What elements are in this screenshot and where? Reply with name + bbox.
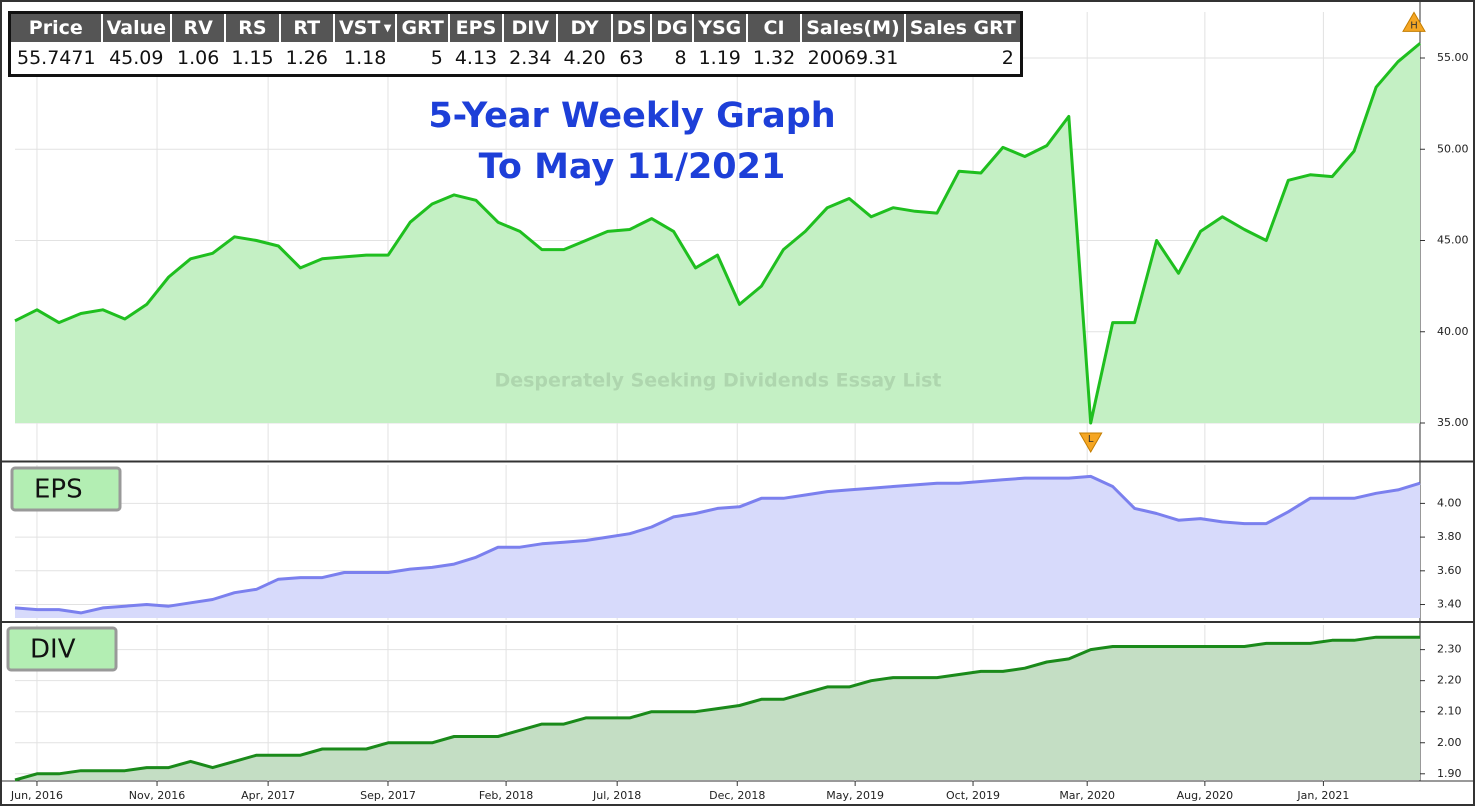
- sort-icon: ▼: [380, 23, 392, 34]
- panel-label: DIV: [30, 635, 76, 665]
- value-cell: 20069.31: [807, 47, 899, 69]
- y-tick-label: 3.80: [1437, 530, 1462, 543]
- header-text: RV: [183, 17, 213, 39]
- value-cell: 1.32: [752, 47, 796, 69]
- header-text: Price: [28, 17, 83, 39]
- x-tick-label: May, 2019: [826, 789, 884, 802]
- header-cell[interactable]: Price: [9, 12, 103, 42]
- chart-title: 5-Year Weekly Graph: [428, 96, 835, 136]
- header-text: Sales(M): [806, 17, 900, 39]
- header-cell[interactable]: DIV: [503, 12, 559, 42]
- header-text: GRT: [401, 17, 444, 39]
- header-text: Value: [106, 17, 166, 39]
- header-cell[interactable]: EPS: [448, 12, 505, 42]
- header-cell[interactable]: VST ▼: [333, 12, 398, 42]
- panel-label-box: [10, 466, 122, 512]
- header-text: DG: [656, 17, 688, 39]
- header-cell[interactable]: Value: [101, 12, 173, 42]
- header-text: RS: [238, 17, 267, 39]
- y-tick-label: 50.00: [1437, 142, 1469, 155]
- y-tick-label: 45.00: [1437, 234, 1469, 247]
- y-tick-label: 55.00: [1437, 51, 1469, 64]
- header-text: RT: [293, 17, 321, 39]
- header-cell[interactable]: GRT: [396, 12, 450, 42]
- header-text: DY: [570, 17, 599, 39]
- area: [15, 43, 1420, 424]
- value-cell: 5: [430, 47, 443, 69]
- header-cell[interactable]: YSG: [692, 12, 748, 42]
- low-label: L: [1088, 434, 1094, 445]
- value-cell: 63: [619, 47, 644, 69]
- y-tick-label: 2.20: [1437, 674, 1462, 687]
- y-tick-label: 40.00: [1437, 325, 1469, 338]
- y-tick-label: 2.30: [1437, 643, 1462, 656]
- panel-label-box: [6, 626, 118, 672]
- header-cell[interactable]: RV: [171, 12, 227, 42]
- y-tick-label: 1.90: [1437, 767, 1462, 780]
- stats-table: Price Value RV RS RT VST ▼ GRT EPS DIV DY DS DG YSG C…: [8, 11, 1023, 77]
- value-cell: 55.7471: [17, 47, 96, 69]
- header-cell[interactable]: DG: [651, 12, 694, 42]
- header-text: VST: [338, 17, 381, 39]
- x-tick-label: Mar, 2020: [1059, 789, 1115, 802]
- value-cell: 45.09: [109, 47, 164, 69]
- header-text: DIV: [511, 17, 550, 39]
- area: [15, 476, 1420, 618]
- x-tick-label: Dec, 2018: [709, 789, 765, 802]
- line: [14, 42, 1421, 425]
- value-cell: 1.26: [285, 47, 328, 69]
- y-tick-label: 3.60: [1437, 564, 1462, 577]
- low-marker: [1078, 432, 1103, 453]
- header-cell[interactable]: Sales(M): [801, 12, 906, 42]
- value-cell: 1.19: [698, 47, 741, 69]
- y-tick-label: 3.40: [1437, 598, 1462, 611]
- y-tick-label: 2.10: [1437, 705, 1462, 718]
- header-row: Price Value RV RS RT VST ▼ GRT EPS DIV DY DS DG YSG C…: [9, 12, 1023, 42]
- value-row: 55.7471 45.09 1.06 1.15 1.26 1.18 5 4.13 2.34 4.2…: [10, 42, 1022, 76]
- line: [14, 474, 1421, 615]
- y-tick-label: 4.00: [1437, 496, 1462, 509]
- header-cell[interactable]: DS: [611, 12, 653, 42]
- header-text: Sales GRT: [909, 17, 1016, 39]
- header-cell[interactable]: RT: [279, 12, 335, 42]
- header-text: YSG: [698, 17, 742, 39]
- value-cell: 8: [674, 47, 687, 69]
- value-cell: 1.06: [177, 47, 220, 69]
- header-cell[interactable]: RS: [225, 12, 281, 42]
- x-tick-label: Aug, 2020: [1177, 789, 1233, 802]
- header-text: DS: [616, 17, 647, 39]
- header-text: CI: [763, 17, 785, 39]
- header-cell[interactable]: DY: [557, 12, 613, 42]
- value-cell: 2.34: [509, 47, 552, 69]
- header-text: EPS: [455, 17, 497, 39]
- value-cell: 1.15: [231, 47, 274, 69]
- x-tick-label: Apr, 2017: [241, 789, 295, 802]
- x-tick-label: Oct, 2019: [946, 789, 1000, 802]
- y-tick-label: 35.00: [1437, 416, 1469, 429]
- high-label: H: [1410, 20, 1418, 31]
- chart-subtitle: To May 11/2021: [479, 147, 786, 187]
- x-tick-label: Feb, 2018: [479, 789, 533, 802]
- watermark: Desperately Seeking Dividends Essay List: [494, 370, 941, 392]
- value-cell: 4.20: [563, 47, 606, 69]
- panel-label: EPS: [34, 475, 83, 505]
- x-tick-label: Jul, 2018: [592, 789, 641, 802]
- x-tick-label: Nov, 2016: [129, 789, 185, 802]
- y-tick-label: 2.00: [1437, 736, 1462, 749]
- high-marker: [1402, 11, 1426, 32]
- value-cell: 2: [1001, 47, 1014, 69]
- header-cell[interactable]: Sales GRT: [904, 12, 1023, 42]
- x-tick-label: Sep, 2017: [360, 789, 416, 802]
- line: [14, 635, 1420, 782]
- value-cell: 4.13: [454, 47, 498, 69]
- x-tick-label: Jun, 2016: [10, 789, 63, 802]
- x-tick-label: Jan, 2021: [1296, 789, 1349, 802]
- header-cell[interactable]: CI: [746, 12, 803, 42]
- value-cell: 1.18: [344, 47, 387, 69]
